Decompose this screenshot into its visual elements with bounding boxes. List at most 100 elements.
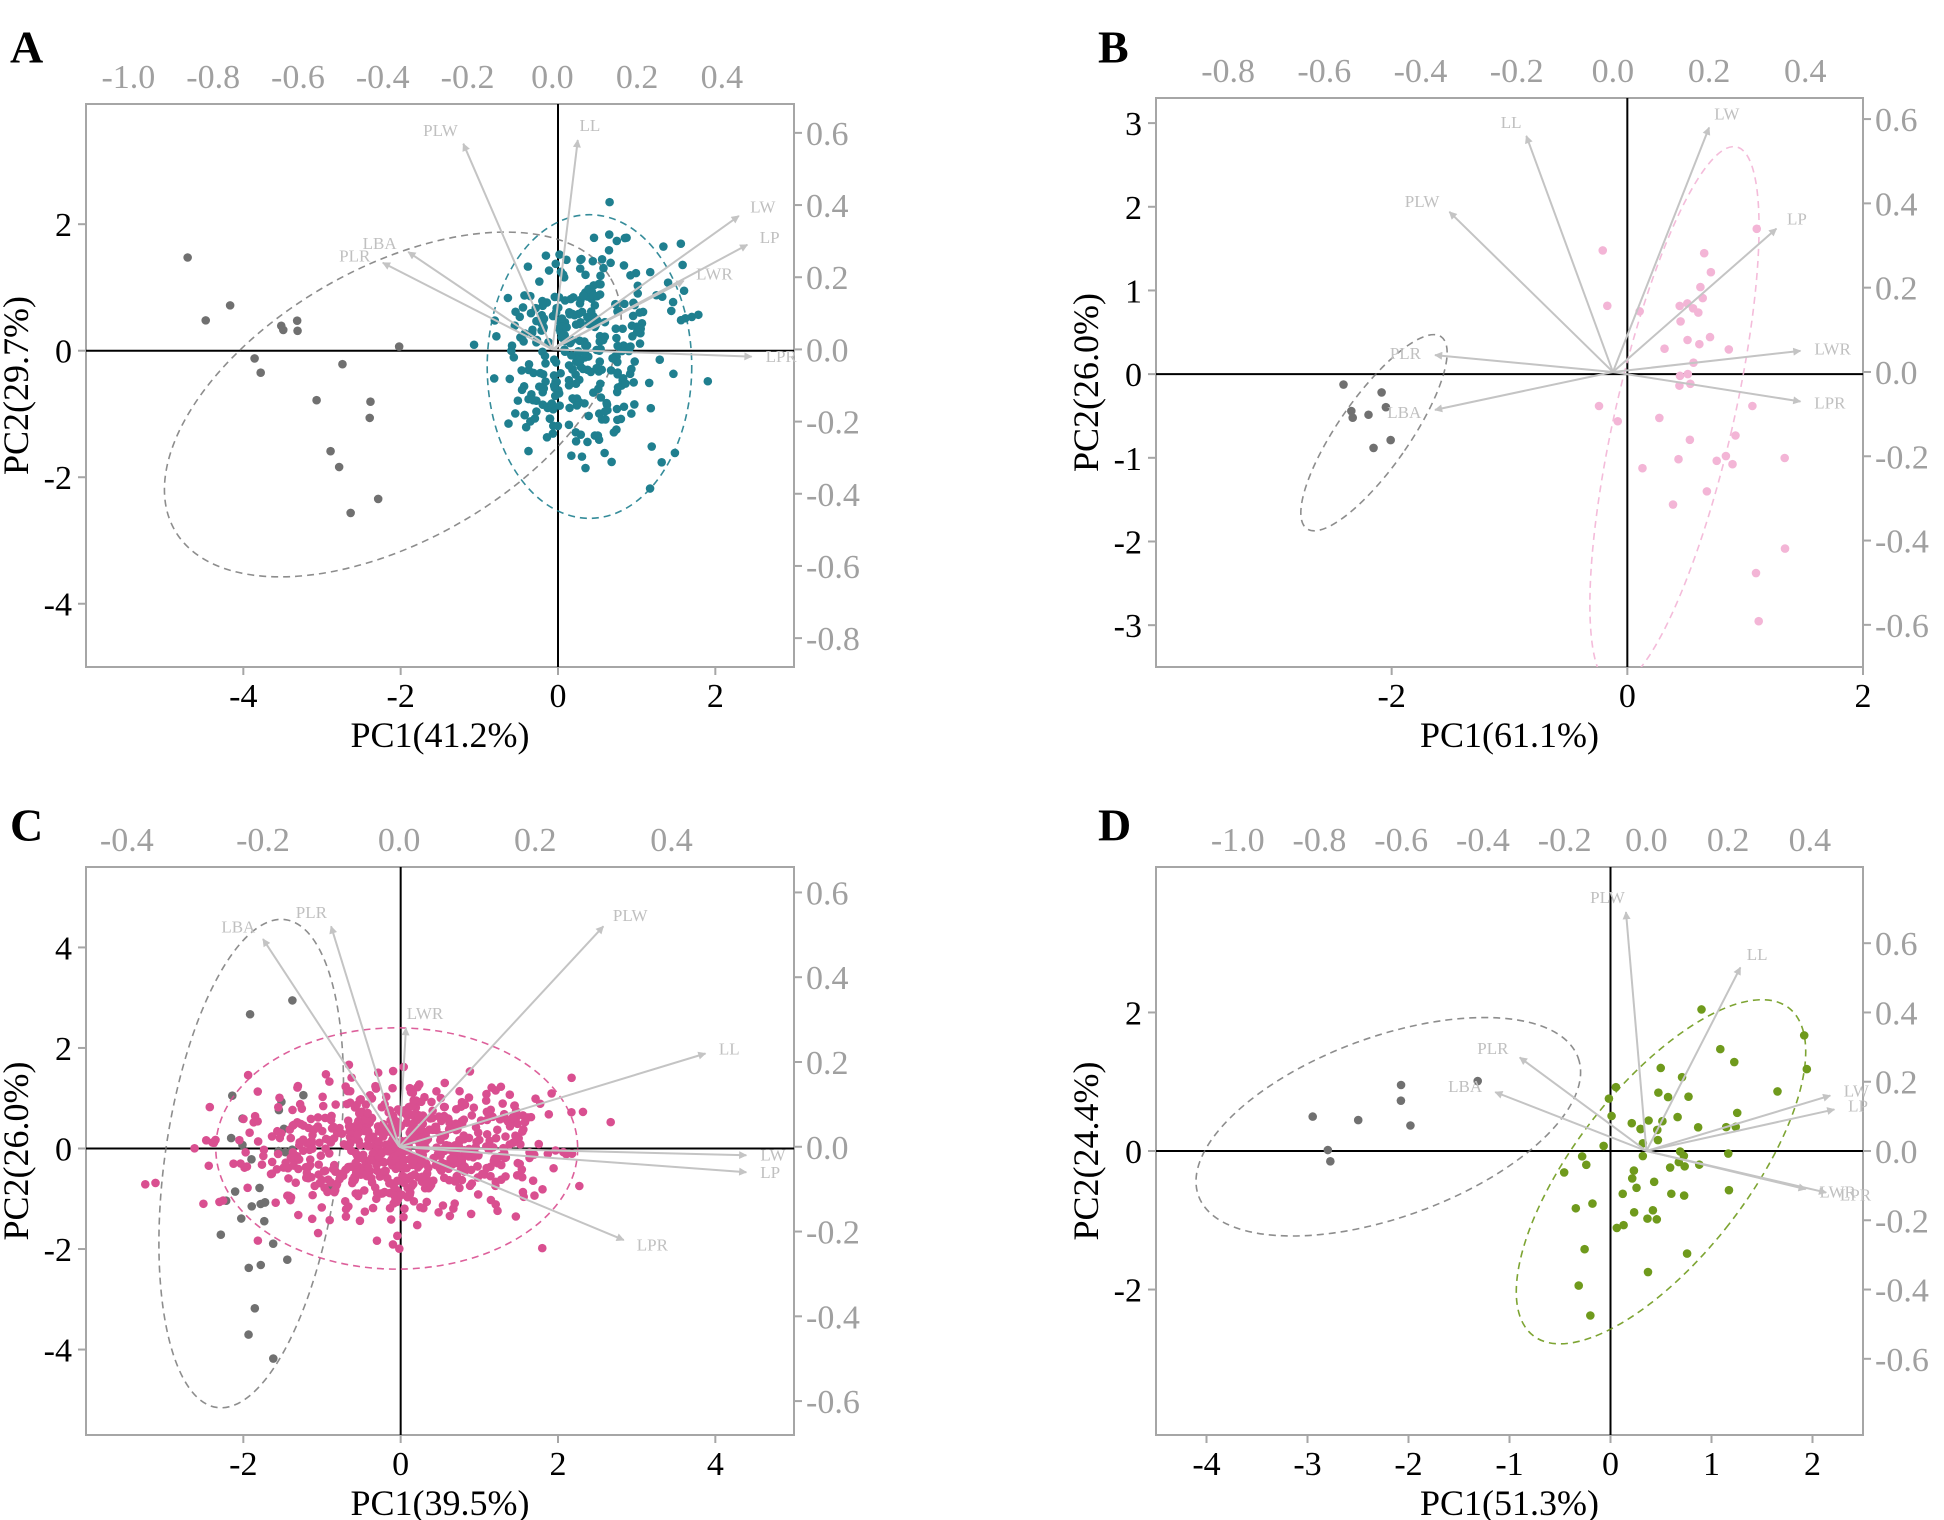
data-point-main	[541, 251, 551, 260]
data-point-main	[517, 1172, 527, 1182]
right-tick-label: 0.2	[1875, 271, 1918, 308]
data-point-main	[1581, 1160, 1591, 1170]
data-point-main	[603, 405, 612, 415]
data-point-main	[1632, 1183, 1641, 1193]
data-point-main	[609, 428, 619, 437]
top-tick-label: -0.4	[100, 822, 154, 859]
data-point-main	[1580, 1244, 1589, 1254]
y-tick-label: -2	[1114, 524, 1142, 561]
loading-arrow-plr	[1434, 351, 1613, 373]
loading-arrow-lp	[399, 1145, 748, 1176]
data-point-main	[140, 1179, 150, 1189]
data-point-main	[571, 427, 581, 437]
data-point-main	[1638, 463, 1647, 473]
data-point-main	[353, 1130, 362, 1139]
data-point-main	[296, 1119, 306, 1129]
data-point-main	[493, 1125, 502, 1135]
loading-label-lp: LP	[1787, 209, 1807, 228]
data-point-main	[1612, 1223, 1622, 1233]
data-point-main	[366, 1173, 376, 1183]
data-point-outgroup	[1308, 1112, 1318, 1121]
data-point-main	[464, 1133, 474, 1143]
data-point-main	[428, 1125, 438, 1135]
confidence-ellipse-outgroup	[163, 231, 622, 578]
data-point-main	[302, 1168, 312, 1178]
data-point-main	[497, 1160, 506, 1170]
data-point-main	[599, 263, 608, 273]
data-point-main	[218, 1196, 228, 1205]
data-point-main	[407, 1181, 417, 1191]
right-tick-label: -0.4	[806, 1299, 860, 1336]
data-point-main	[347, 1178, 357, 1188]
data-point-main	[315, 1138, 324, 1148]
data-point-main	[242, 1162, 252, 1171]
top-tick-label: 0.4	[701, 59, 744, 96]
data-point-main	[618, 324, 627, 334]
data-point-main	[380, 1166, 389, 1176]
data-point-outgroup	[1381, 402, 1391, 412]
top-tick-label: -1.0	[1211, 822, 1265, 859]
top-tick-label: -0.4	[356, 59, 410, 96]
data-point-main	[352, 1120, 362, 1129]
data-point-main	[1799, 1031, 1809, 1040]
right-tick-label: 0.2	[1875, 1065, 1918, 1102]
data-point-main	[1654, 1088, 1663, 1097]
confidence-ellipse-main	[1589, 145, 1760, 667]
y-tick-label: 0	[1125, 1134, 1142, 1171]
data-point-main	[549, 1163, 558, 1173]
data-point-main	[373, 1122, 383, 1131]
data-point-main	[1663, 1092, 1673, 1102]
loading-arrow-ll	[398, 1051, 707, 1148]
data-point-main	[1643, 1267, 1653, 1277]
loading-arrow-lpr	[552, 348, 753, 361]
data-point-main	[434, 1208, 443, 1217]
x-tick-label: 2	[707, 678, 724, 715]
panel-A: A -4 -2 0 2 -4 -2 0 2 -1.0 -0.8 -0.6 -0.4 -0.2 0.0 0.2 0…	[0, 22, 860, 755]
x-axis-title: PC1(41.2%)	[351, 715, 530, 755]
data-point-main	[551, 259, 561, 269]
x-tick-label: 0	[1602, 1446, 1619, 1483]
loading-arrow-plr	[329, 925, 401, 1148]
loading-label-lw: LW	[750, 198, 776, 217]
data-point-main	[331, 1100, 340, 1109]
data-point-outgroup	[346, 508, 355, 518]
data-point-main	[538, 369, 548, 379]
data-point-main	[566, 294, 576, 304]
data-point-main	[363, 1163, 373, 1172]
data-point-main	[1655, 413, 1664, 423]
data-point-main	[243, 1070, 253, 1080]
loading-label-plr: PLR	[1390, 344, 1422, 363]
data-point-main	[1696, 282, 1705, 292]
data-point-outgroup	[230, 1187, 240, 1196]
data-point-main	[325, 1077, 334, 1086]
loading-arrow-lw	[1646, 1093, 1832, 1152]
data-point-main	[548, 421, 558, 431]
data-point-main	[589, 281, 598, 290]
data-point-main	[519, 1125, 528, 1134]
data-point-main	[469, 1103, 479, 1112]
data-point-main	[613, 415, 622, 425]
top-tick-label: 0.4	[1789, 822, 1832, 859]
data-point-main	[1751, 568, 1761, 578]
right-tick-label: 0.4	[806, 960, 849, 997]
data-point-main	[419, 1203, 428, 1213]
data-point-main	[1599, 1141, 1608, 1151]
data-point-main	[291, 1178, 301, 1188]
data-point-main	[434, 1112, 444, 1121]
data-point-main	[564, 361, 574, 370]
data-point-outgroup	[227, 1091, 237, 1100]
y-tick-label: -3	[1114, 608, 1142, 645]
data-point-main	[646, 403, 656, 413]
data-point-main	[364, 1135, 373, 1144]
data-point-main	[405, 1128, 414, 1138]
data-point-main	[1604, 1094, 1614, 1103]
data-point-outgroup	[293, 326, 302, 336]
data-point-main	[288, 1105, 297, 1115]
data-point-main	[513, 1158, 523, 1168]
data-point-main	[505, 1140, 515, 1149]
top-tick-label: 0.4	[1784, 53, 1827, 90]
data-point-main	[635, 308, 645, 317]
y-tick-label: -4	[44, 1333, 72, 1370]
data-point-main	[432, 1086, 441, 1096]
data-point-outgroup	[373, 494, 383, 504]
